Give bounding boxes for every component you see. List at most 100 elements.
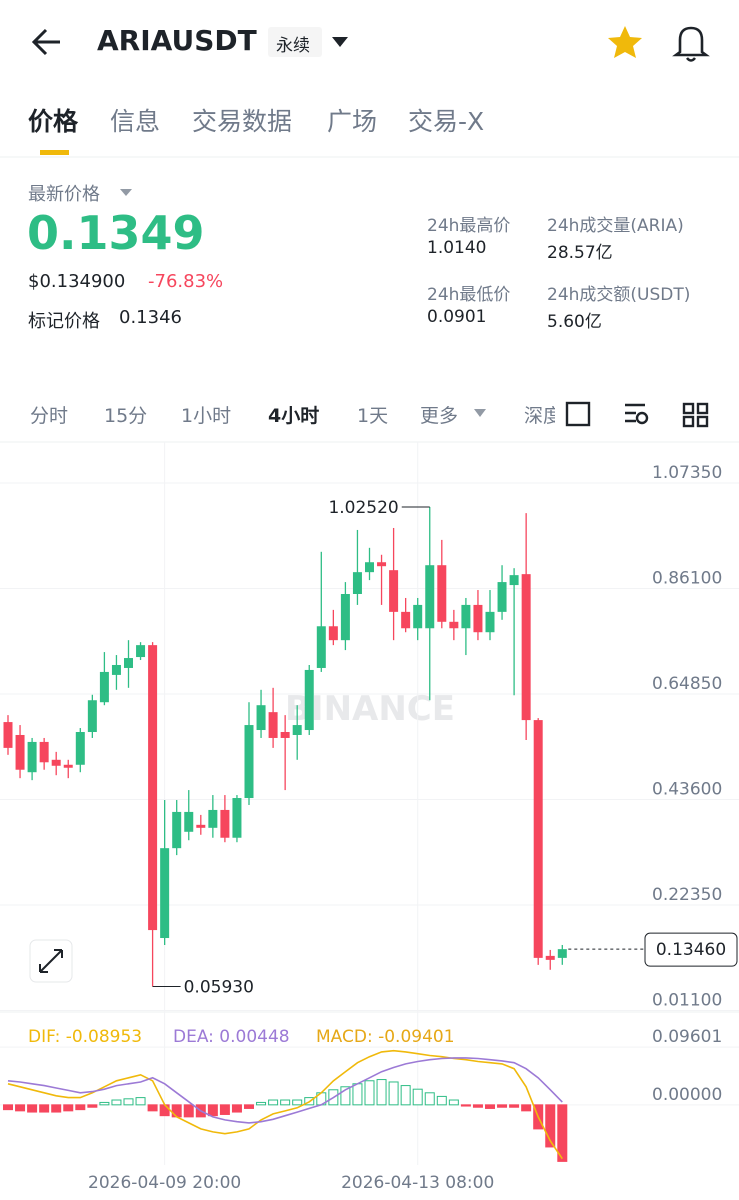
candle-body xyxy=(172,811,182,849)
interval[interactable]: 4小时 xyxy=(268,405,320,427)
macd-bar xyxy=(27,1104,38,1113)
indicator-icon-dot xyxy=(635,411,649,425)
stat-value: 5.60亿 xyxy=(547,312,602,332)
macd-bar xyxy=(147,1104,158,1112)
annotation-label: 0.05930 xyxy=(184,978,254,998)
back-arrow[interactable] xyxy=(31,28,60,56)
indicator-icon[interactable] xyxy=(625,403,645,423)
legend-entry: MACD: -0.09401 xyxy=(316,1027,455,1047)
macd-bar xyxy=(364,1080,375,1106)
tab[interactable]: 广场 xyxy=(327,107,378,136)
layout-icon xyxy=(696,402,709,415)
candle-body xyxy=(485,611,495,633)
y-tick-label: 0.00000 xyxy=(652,1085,722,1105)
last-price-label: 0.13460 xyxy=(656,940,726,960)
symbol-title: ARIAUSDT xyxy=(97,24,257,57)
macd-bar xyxy=(521,1104,532,1112)
y-tick-label: 0.01100 xyxy=(652,991,722,1011)
macd-bar xyxy=(424,1092,435,1106)
macd-bar xyxy=(75,1104,86,1111)
candle-body xyxy=(533,720,543,958)
macd-bar xyxy=(268,1099,279,1106)
candle-body xyxy=(449,621,459,629)
toolbar-icons[interactable] xyxy=(565,401,709,428)
layout-icon xyxy=(696,415,709,428)
macd-bar xyxy=(497,1104,508,1108)
candle-body xyxy=(208,809,218,828)
stat-label: 24h最高价 xyxy=(427,216,511,236)
dropdown-icon[interactable] xyxy=(474,409,486,417)
tab[interactable]: 交易数据 xyxy=(192,107,293,136)
candle-body xyxy=(304,669,314,731)
interval[interactable]: 15分 xyxy=(104,405,148,427)
legend-entry: DEA: 0.00448 xyxy=(173,1027,290,1047)
expand-icon xyxy=(39,949,63,973)
x-tick-label: 2026-04-09 20:00 xyxy=(88,1173,241,1193)
y-tick-label: 0.09601 xyxy=(652,1027,722,1047)
mark-price: 0.1346 xyxy=(119,307,182,328)
candle-body xyxy=(545,955,555,960)
macd-bar xyxy=(376,1079,387,1106)
macd-bar xyxy=(123,1098,134,1106)
macd-bar xyxy=(436,1095,447,1106)
macd-bar xyxy=(485,1104,495,1109)
candle-body xyxy=(328,626,338,641)
annotation-label: 1.02520 xyxy=(328,498,398,518)
stat-value: 28.57亿 xyxy=(547,243,613,263)
layout-icon[interactable] xyxy=(682,402,695,415)
tab[interactable]: 交易-X xyxy=(408,107,485,136)
interval[interactable]: 更多 xyxy=(420,405,459,427)
macd-bar xyxy=(171,1104,182,1118)
fullscreen-icon[interactable] xyxy=(565,401,591,427)
macd-bar xyxy=(159,1104,170,1117)
legend-entry: DIF: -0.08953 xyxy=(28,1027,142,1047)
macd-bar xyxy=(51,1104,62,1113)
macd-bar xyxy=(352,1083,363,1106)
tab[interactable]: 信息 xyxy=(110,107,161,136)
interval[interactable]: 1小时 xyxy=(181,405,232,427)
macd-bar xyxy=(509,1104,520,1108)
macd-bar xyxy=(231,1104,242,1113)
stat-label: 24h成交量(ARIA) xyxy=(547,216,684,236)
stat-label: 24h成交额(USDT) xyxy=(547,285,691,305)
macd-bar xyxy=(63,1104,74,1112)
stat-value: 1.0140 xyxy=(427,238,487,258)
macd-bar xyxy=(99,1101,110,1106)
tab[interactable]: 价格 xyxy=(28,107,79,136)
candle-body xyxy=(509,575,519,586)
candle-body xyxy=(99,671,109,703)
candle-body xyxy=(124,658,133,668)
macd-bar xyxy=(111,1099,122,1106)
star-icon[interactable] xyxy=(608,26,642,58)
candle-body xyxy=(437,565,447,622)
mark-price-label: 标记价格 xyxy=(28,311,100,332)
last-price-box xyxy=(644,932,738,967)
candle-body xyxy=(352,572,362,594)
candle-body xyxy=(425,565,435,629)
macd-bar xyxy=(280,1099,291,1106)
interval[interactable]: 1天 xyxy=(357,405,389,427)
interval[interactable]: 分时 xyxy=(30,405,69,427)
candle-body xyxy=(3,722,13,748)
dropdown-icon[interactable] xyxy=(332,37,348,47)
y-tick-label: 0.86100 xyxy=(652,569,722,589)
candle-body xyxy=(87,700,97,733)
bell-icon[interactable] xyxy=(672,26,710,62)
candle-body xyxy=(15,734,25,770)
macd-bar xyxy=(292,1099,303,1106)
candle-body xyxy=(316,626,326,668)
macd-bar xyxy=(412,1088,423,1106)
macd-bar xyxy=(183,1104,194,1118)
macd-bar xyxy=(244,1104,254,1109)
dropdown-icon[interactable] xyxy=(120,189,132,196)
macd-bar xyxy=(3,1104,13,1111)
macd-bar xyxy=(15,1104,26,1112)
y-tick-label: 1.07350 xyxy=(652,463,722,483)
candle-body xyxy=(148,645,158,931)
candle-body xyxy=(160,848,170,939)
macd-bar xyxy=(39,1104,50,1113)
interval[interactable]: 深度 xyxy=(524,405,555,427)
candle-body xyxy=(27,741,37,773)
